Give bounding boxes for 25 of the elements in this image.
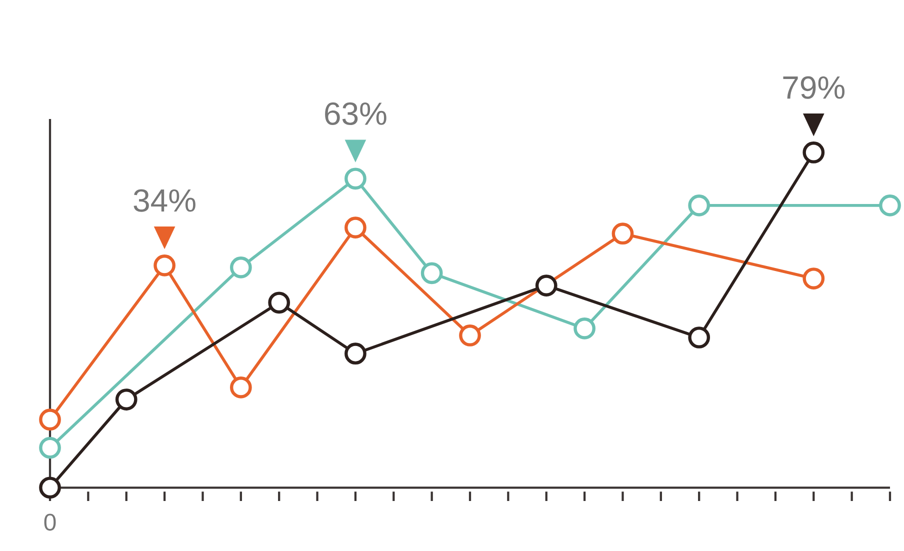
point	[612, 222, 634, 245]
text: 0	[44, 514, 56, 531]
point	[39, 476, 61, 499]
annotation: 63%	[325, 102, 386, 126]
point	[420, 262, 443, 284]
point	[344, 216, 366, 239]
point	[39, 408, 61, 431]
point	[574, 318, 596, 340]
point	[688, 194, 710, 217]
point	[115, 388, 138, 411]
annotation: 79%	[783, 76, 845, 100]
point	[230, 376, 252, 399]
point	[459, 324, 481, 347]
point	[39, 437, 61, 459]
point	[802, 142, 825, 164]
point	[230, 256, 252, 279]
annotation: 34%	[134, 189, 196, 212]
point	[154, 254, 176, 277]
point	[344, 342, 366, 365]
point	[879, 194, 901, 217]
point	[535, 274, 558, 297]
point	[802, 268, 825, 290]
point	[268, 292, 290, 314]
point	[688, 326, 710, 349]
point	[344, 168, 366, 190]
